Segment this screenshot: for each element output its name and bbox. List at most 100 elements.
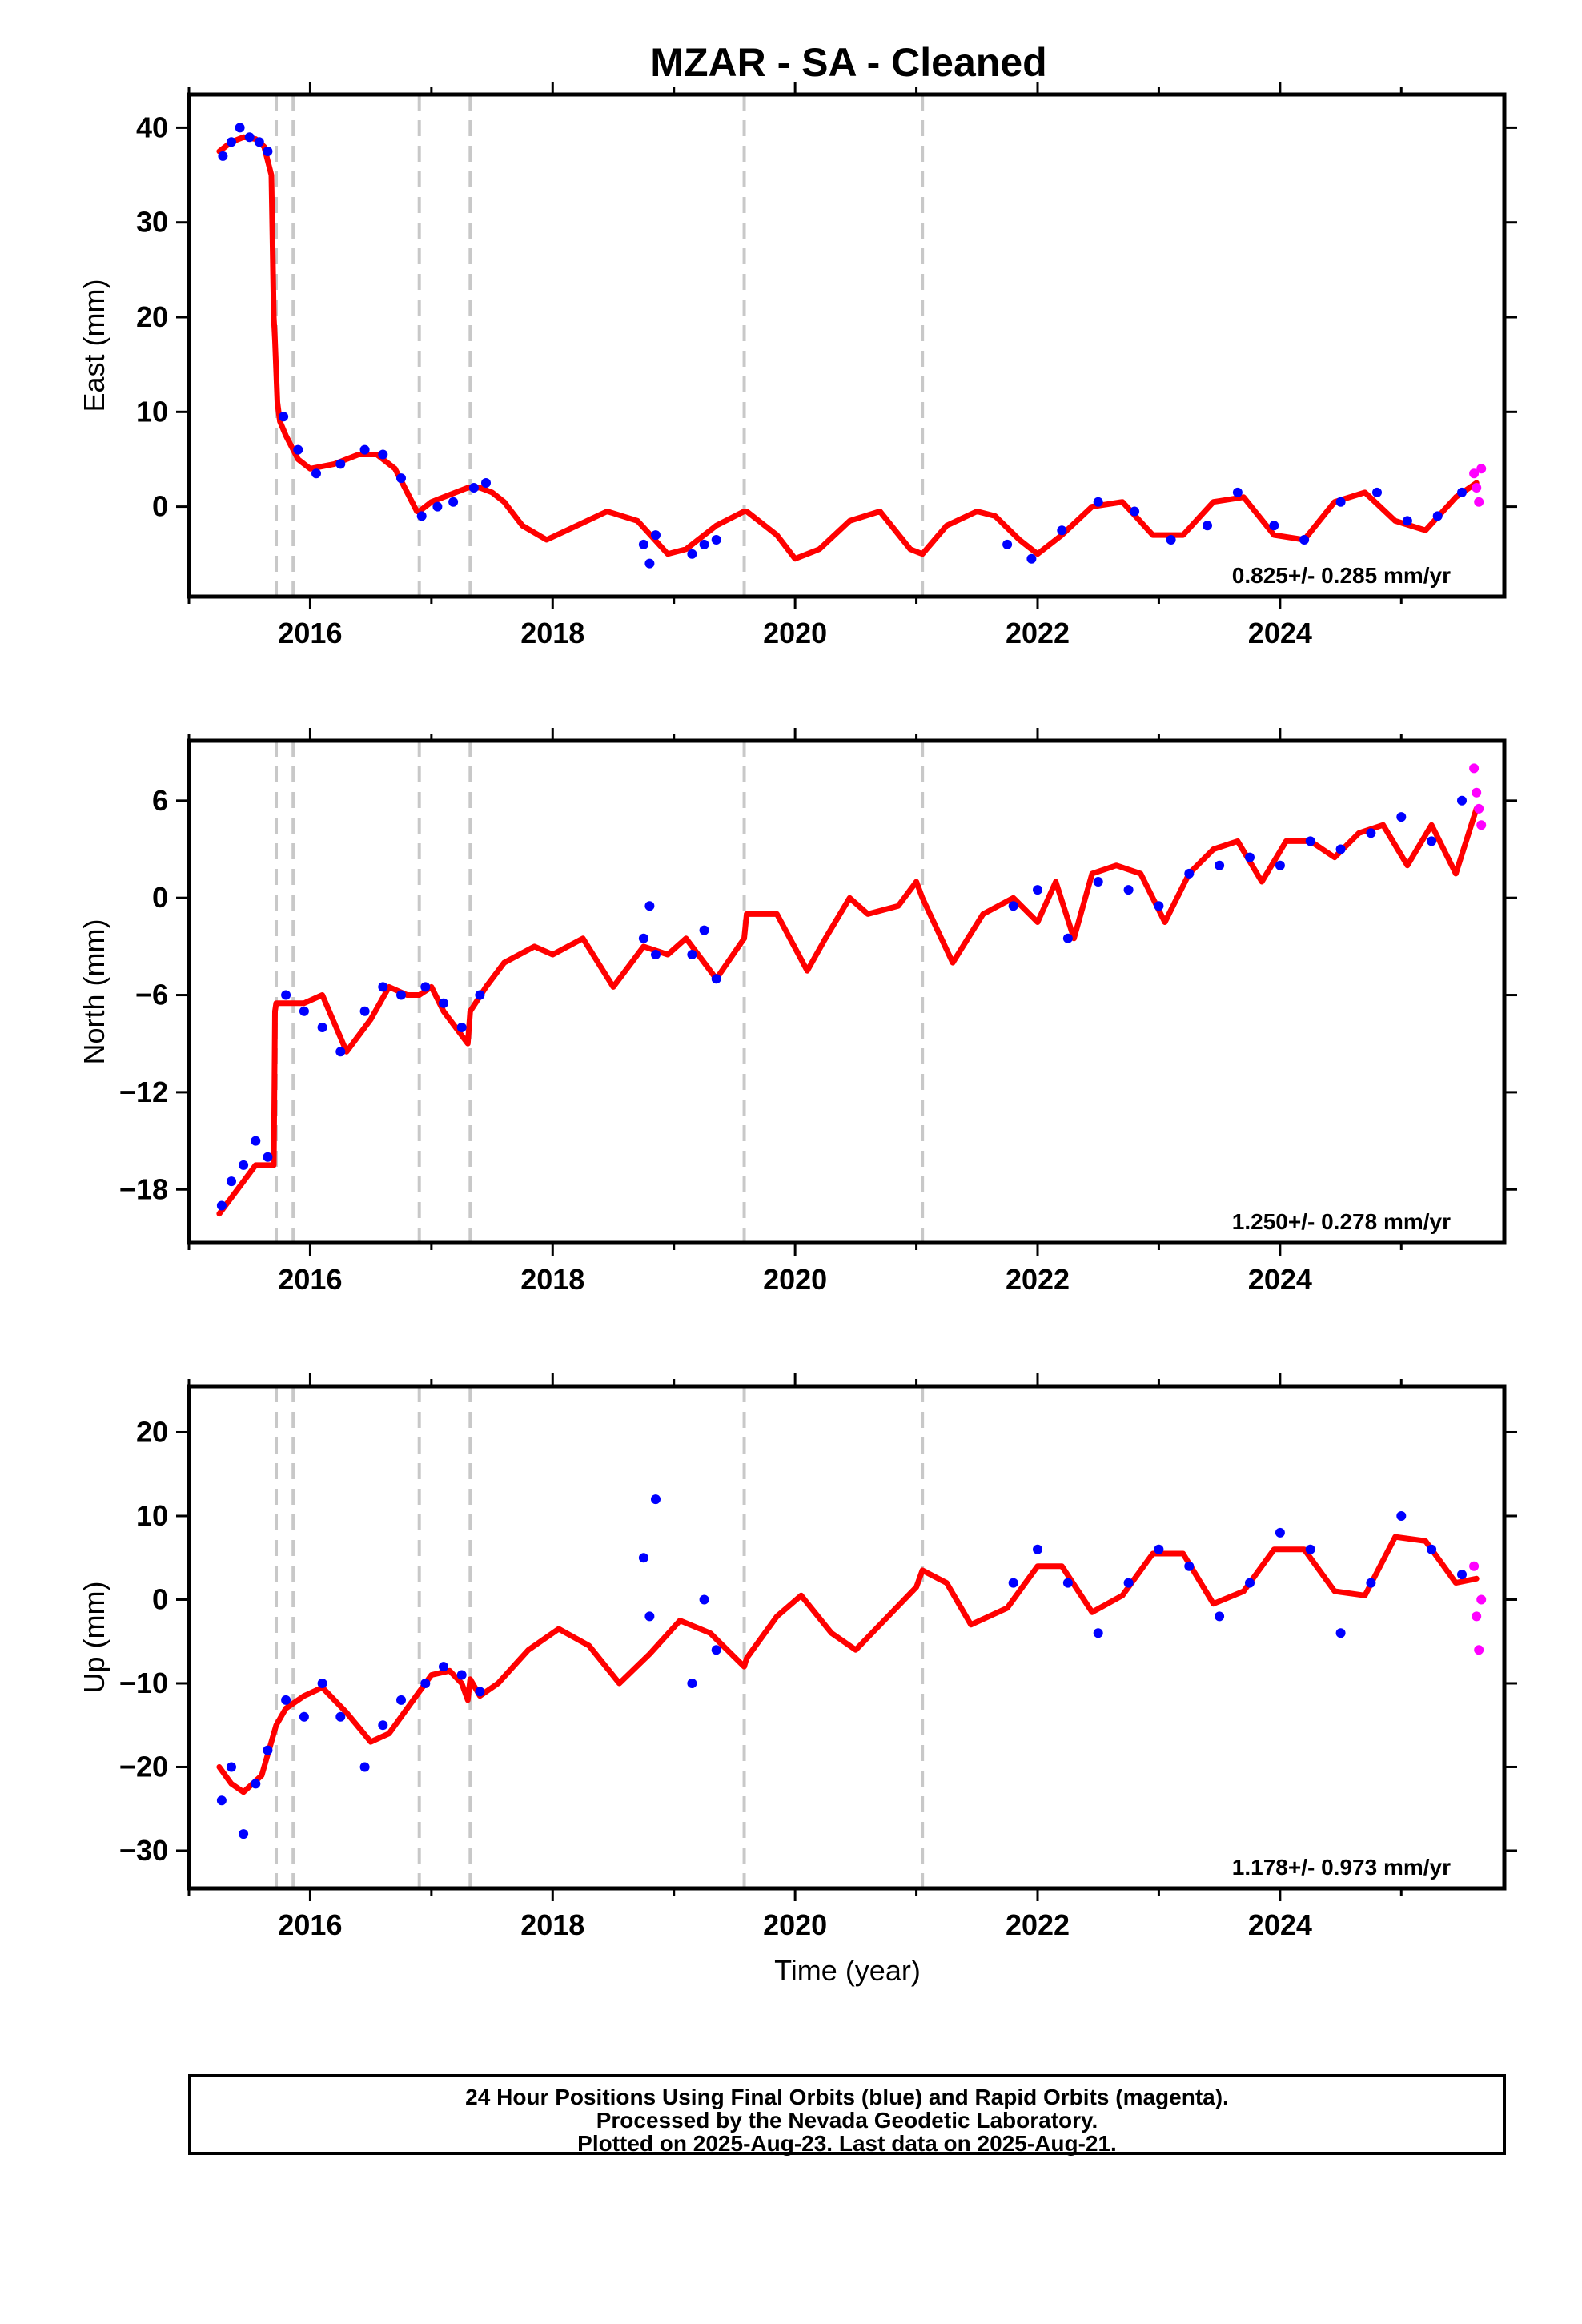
north-point-1-2 — [239, 1160, 249, 1170]
east-point-1-10 — [359, 444, 370, 455]
east-point-1-26 — [1057, 525, 1067, 536]
east-point-1-6 — [279, 412, 289, 422]
east-point-1-32 — [1269, 521, 1279, 531]
north-y-tick-label-3: 0 — [152, 881, 168, 914]
north-point-2-3 — [1476, 820, 1487, 830]
up-point-1-4 — [263, 1745, 273, 1755]
up-model-line — [216, 1534, 1480, 1795]
up-point-1-22 — [1008, 1578, 1018, 1588]
north-point-1-35 — [1396, 812, 1407, 822]
north-point-1-1 — [227, 1176, 236, 1187]
north-point-1-26 — [1123, 885, 1134, 895]
north-point-1-27 — [1154, 901, 1164, 911]
east-point-1-5 — [263, 147, 273, 156]
east-rate-label: 0.825+/- 0.285 mm/yr — [1232, 563, 1451, 588]
north-y-tick-label-2: −6 — [135, 979, 168, 1011]
east-point-1-24 — [1002, 539, 1013, 549]
north-point-1-13 — [439, 998, 448, 1008]
up-point-1-32 — [1305, 1544, 1315, 1554]
up-point-2-3 — [1476, 1594, 1487, 1605]
east-y-tick-label-0: 0 — [152, 490, 168, 523]
up-panel: 2016 2018 2020 2022 2024 −30 −20 −10 0 10 20 Up (mm… — [78, 1373, 1517, 1941]
east-point-1-37 — [1432, 511, 1443, 521]
east-point-1-7 — [293, 444, 303, 455]
north-point-2-1 — [1472, 787, 1482, 798]
east-point-1-23 — [711, 535, 721, 545]
north-point-2-0 — [1469, 763, 1480, 774]
up-point-1-21 — [711, 1645, 721, 1655]
north-point-1-30 — [1245, 852, 1255, 862]
east-point-1-35 — [1372, 487, 1382, 497]
east-x-tick-label-0: 2016 — [278, 617, 342, 649]
x-axis-label: Time (year) — [774, 1954, 921, 1987]
up-point-1-26 — [1123, 1578, 1134, 1588]
north-point-1-9 — [359, 1006, 370, 1016]
north-point-1-31 — [1275, 860, 1285, 870]
up-point-1-13 — [439, 1662, 448, 1672]
up-point-2-1 — [1472, 1611, 1482, 1622]
east-point-1-22 — [699, 539, 709, 549]
east-point-1-1 — [227, 137, 236, 147]
east-point-2-0 — [1469, 468, 1480, 479]
footer-line-1: 24 Hour Positions Using Final Orbits (bl… — [465, 2085, 1229, 2109]
east-plot-frame — [187, 92, 1507, 599]
up-point-1-36 — [1427, 1544, 1437, 1554]
north-y-axis-label: North (mm) — [78, 919, 110, 1065]
up-point-1-29 — [1215, 1611, 1225, 1622]
east-point-1-30 — [1203, 521, 1212, 531]
up-point-1-18 — [651, 1494, 661, 1505]
east-y-tick-label-2: 20 — [136, 300, 168, 333]
east-point-1-33 — [1299, 535, 1310, 545]
up-point-1-35 — [1396, 1511, 1407, 1521]
up-point-1-37 — [1457, 1570, 1467, 1580]
up-point-1-10 — [378, 1720, 388, 1731]
east-point-1-21 — [687, 549, 697, 559]
up-y-axis-label: Up (mm) — [78, 1582, 110, 1694]
north-point-1-12 — [420, 982, 431, 992]
east-point-1-2 — [235, 123, 245, 133]
up-point-1-31 — [1275, 1527, 1285, 1538]
east-point-1-17 — [481, 478, 491, 488]
up-point-1-20 — [699, 1594, 709, 1605]
east-point-1-28 — [1130, 506, 1140, 517]
north-point-1-33 — [1335, 844, 1346, 854]
footer-box: 24 Hour Positions Using Final Orbits (bl… — [188, 2074, 1506, 2156]
up-rate-label: 1.178+/- 0.973 mm/yr — [1232, 1855, 1451, 1880]
north-x-tick-label-1: 2018 — [520, 1263, 584, 1296]
up-point-2-0 — [1469, 1561, 1480, 1571]
north-panel: 2016 2018 2020 2022 2024 −18 −12 −6 0 6 North (mm)… — [78, 728, 1517, 1296]
up-point-1-2 — [239, 1829, 249, 1839]
north-point-1-7 — [317, 1023, 327, 1032]
north-point-1-24 — [1062, 933, 1073, 943]
up-point-1-33 — [1335, 1628, 1346, 1638]
north-point-1-37 — [1457, 795, 1467, 806]
north-point-1-25 — [1093, 877, 1103, 887]
up-x-tick-label-0: 2016 — [278, 1908, 342, 1941]
north-point-1-10 — [378, 982, 388, 992]
north-x-tick-label-0: 2016 — [278, 1263, 342, 1296]
east-y-axis-label: East (mm) — [78, 279, 110, 412]
east-point-2-1 — [1472, 483, 1482, 493]
east-x-tick-label-4: 2024 — [1248, 617, 1312, 649]
north-point-1-15 — [475, 990, 485, 1000]
north-point-1-18 — [651, 950, 661, 959]
north-point-1-36 — [1427, 836, 1437, 846]
up-point-1-30 — [1245, 1578, 1255, 1588]
up-y-tick-label-1: −20 — [119, 1750, 168, 1783]
east-x-tick-label-2: 2020 — [763, 617, 827, 649]
up-point-1-14 — [456, 1670, 467, 1680]
up-y-tick-label-4: 10 — [136, 1499, 168, 1532]
up-y-tick-label-0: −30 — [119, 1834, 168, 1867]
east-point-1-34 — [1335, 497, 1346, 507]
east-x-tick-label-3: 2022 — [1006, 617, 1070, 649]
east-point-1-29 — [1166, 535, 1176, 545]
up-point-1-0 — [216, 1795, 227, 1806]
east-x-tick-label-1: 2018 — [520, 617, 584, 649]
east-point-1-14 — [432, 501, 443, 512]
north-point-1-22 — [1008, 901, 1018, 911]
up-point-1-5 — [281, 1695, 291, 1705]
north-plot-frame — [187, 738, 1507, 1245]
up-point-1-3 — [251, 1779, 261, 1789]
east-point-1-18 — [638, 539, 648, 549]
